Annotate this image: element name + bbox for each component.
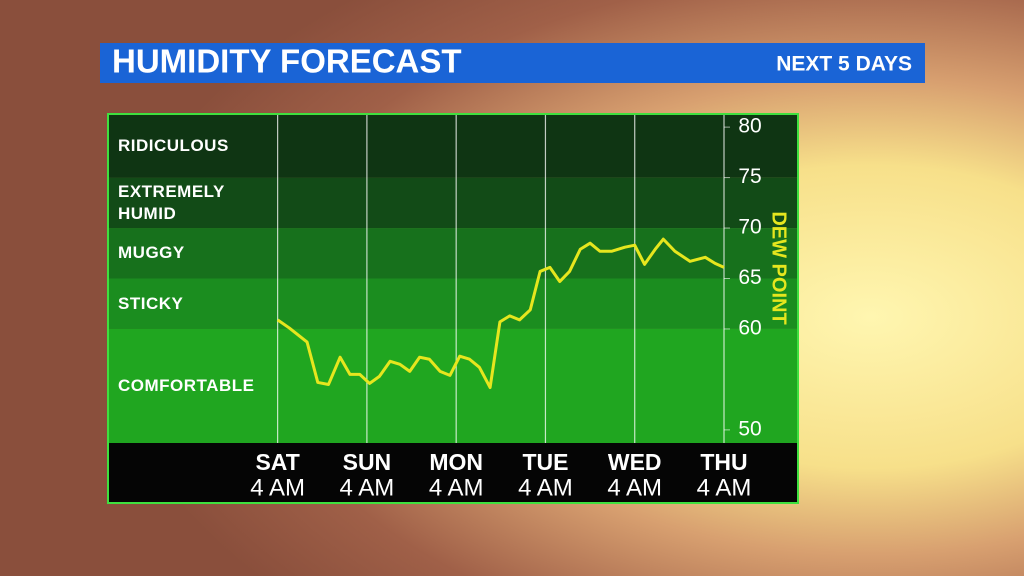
humidity-band [108,328,798,443]
x-tick-time: 4 AM [429,474,484,501]
humidity-band [108,114,798,178]
y-tick-label: 60 [738,317,761,340]
band-label: EXTREMELY HUMID [118,181,225,223]
y-tick-label: 50 [738,417,761,440]
humidity-band [108,177,798,229]
dew-point-line [276,237,725,389]
x-axis-bar [108,443,798,503]
y-tick-label: 80 [738,115,761,138]
x-tick-day: TUE [522,449,568,475]
band-label: RIDICULOUS [118,135,229,155]
chart-title: HUMIDITY FORECAST [112,43,462,80]
plot-area [108,114,798,443]
y-tick-label: 70 [738,216,761,239]
x-tick-time: 4 AM [518,474,573,501]
y-axis-label: DEW POINT [768,211,790,324]
x-tick-day: SAT [255,449,299,475]
x-tick-day: THU [700,449,747,475]
x-tick-day: SUN [343,449,392,475]
chart-subtitle: NEXT 5 DAYS [776,53,912,76]
title-bar [100,43,925,83]
x-tick-time: 4 AM [607,474,662,501]
humidity-band [108,228,798,279]
band-label: MUGGY [118,243,185,263]
chart-frame [107,113,799,504]
humidity-band [108,278,798,329]
x-tick-day: WED [608,449,662,475]
x-tick-time: 4 AM [250,474,305,501]
x-tick-time: 4 AM [340,474,395,501]
band-label: COMFORTABLE [118,375,255,395]
x-tick-time: 4 AM [697,474,752,501]
y-tick-label: 75 [738,165,761,188]
band-label: STICKY [118,293,184,313]
x-tick-day: MON [429,449,483,475]
y-tick-label: 65 [738,266,761,289]
